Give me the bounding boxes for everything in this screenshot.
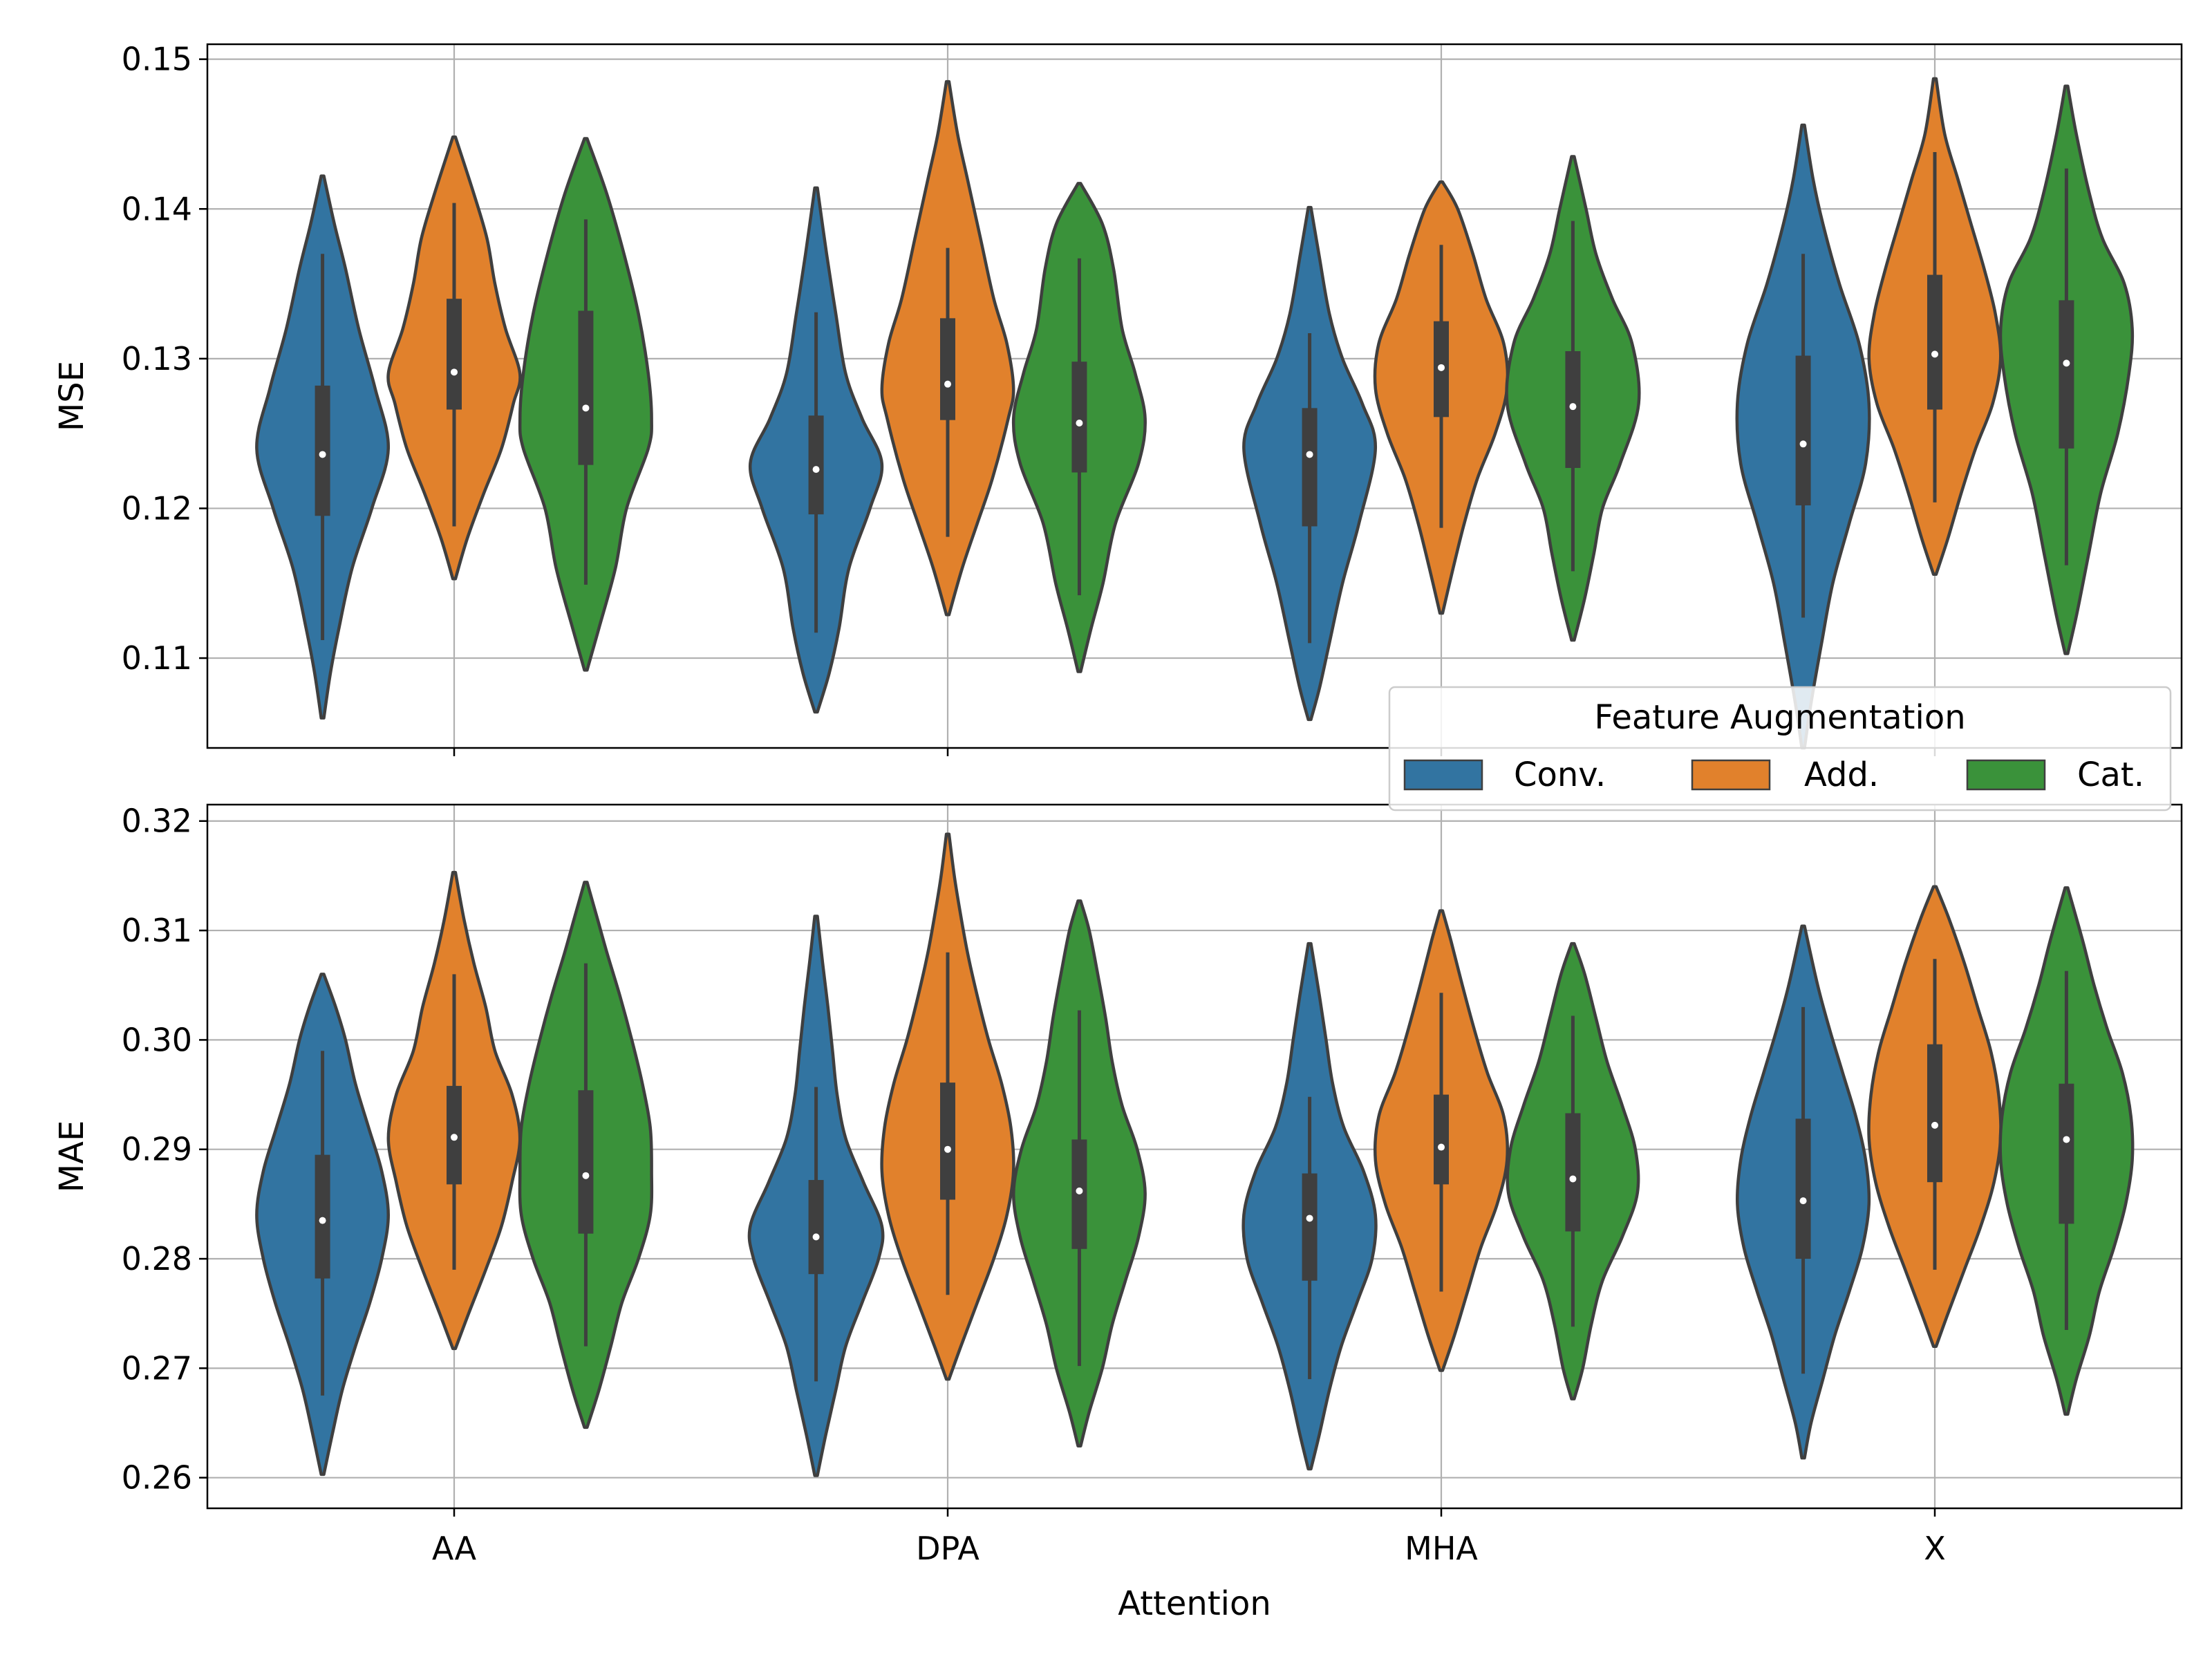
mae-violin-mha-conv-iqr-box [1302, 1173, 1318, 1281]
mae-violin-x-cat-iqr-box [2059, 1083, 2074, 1224]
mae-violin-mha-conv-median [1306, 1215, 1313, 1222]
mse-violin-dpa-add-median [944, 380, 951, 388]
mae-y-tick-label: 0.31 [122, 912, 192, 949]
mae-violin-aa-cat-median [582, 1172, 590, 1179]
mse-violin-mha-conv-iqr-box [1302, 408, 1318, 527]
mae-violin-dpa-conv-iqr-box [808, 1180, 824, 1275]
mse-violin-aa-cat-iqr-box [578, 310, 594, 465]
mse-violin-aa-add-iqr-box [447, 299, 462, 410]
legend-label-cat: Cat. [2077, 756, 2144, 794]
mae-violin-aa-cat-iqr-box [578, 1090, 594, 1234]
legend-title: Feature Augmentation [1594, 698, 1965, 737]
mae-violin-aa-conv-iqr-box [315, 1154, 330, 1279]
mae-x-ticks: AA DPA MHA X [432, 1508, 1946, 1567]
mse-violin-mha-cat-median [1569, 403, 1577, 411]
legend-swatch-conv [1403, 759, 1483, 791]
mae-y-tick-label: 0.30 [122, 1021, 192, 1058]
mse-y-tick-label: 0.13 [122, 340, 192, 377]
mae-violin-x-add-median [1931, 1121, 1938, 1129]
mse-violin-x-cat-iqr-box [2059, 300, 2074, 449]
mse-violin-x-conv-median [1799, 440, 1807, 448]
mse-violin-x-cat-median [2063, 359, 2070, 367]
legend-label-add: Add. [1804, 756, 1879, 794]
mae-violin-dpa-cat-median [1076, 1187, 1083, 1194]
mse-y-tick-label: 0.15 [122, 41, 192, 78]
mse-violin-dpa-cat-median [1076, 419, 1083, 427]
mse-violins [255, 77, 2135, 750]
mse-violin-dpa-add-iqr-box [940, 318, 955, 420]
mae-y-tick-label: 0.27 [122, 1349, 192, 1387]
mae-y-tick-label: 0.26 [122, 1459, 192, 1497]
mae-violin-mha-cat-iqr-box [1565, 1113, 1581, 1232]
mae-violins [255, 832, 2135, 1477]
legend: Feature Augmentation Conv. Add. Cat. [1388, 686, 2172, 812]
legend-label-conv: Conv. [1514, 756, 1606, 794]
mae-y-axis-label: MAE [53, 1121, 91, 1193]
mse-violin-dpa-cat-iqr-box [1071, 362, 1087, 473]
mae-violin-aa-conv-median [319, 1217, 326, 1224]
mse-violin-aa-conv-iqr-box [315, 385, 330, 516]
mae-panel: 0.26 0.27 0.28 0.29 0.30 0.31 0.32 AA DPA MHA X M… [53, 803, 2183, 1567]
legend-swatch-cat [1966, 759, 2046, 791]
mse-y-tick-label: 0.11 [122, 639, 192, 677]
mae-violin-dpa-add-median [944, 1145, 951, 1153]
mae-violin-mha-cat-median [1569, 1175, 1577, 1183]
mse-y-tick-label: 0.12 [122, 489, 192, 527]
mae-y-ticks: 0.26 0.27 0.28 0.29 0.30 0.31 0.32 [122, 803, 207, 1497]
mse-axes-frame [206, 43, 2183, 749]
mae-y-tick-label: 0.32 [122, 803, 192, 840]
x-tick-label-x: X [1924, 1530, 1946, 1567]
mae-violin-x-add-iqr-box [1927, 1044, 1942, 1183]
legend-swatch-add [1691, 759, 1771, 791]
mse-panel: 0.11 0.12 0.13 0.14 0.15 MSE [53, 41, 2183, 756]
mse-y-ticks: 0.11 0.12 0.13 0.14 0.15 [122, 41, 207, 677]
mae-axes-frame [206, 803, 2183, 1510]
mae-violin-mha-add-median [1438, 1143, 1445, 1151]
mse-violin-aa-conv-median [319, 451, 326, 458]
mae-violin-aa-add-median [451, 1134, 458, 1141]
mse-violin-mha-conv-median [1306, 451, 1313, 458]
mae-violin-x-conv-median [1799, 1197, 1807, 1205]
mse-violin-x-add-iqr-box [1927, 274, 1942, 410]
x-axis-label: Attention [1118, 1584, 1271, 1623]
mse-y-tick-label: 0.14 [122, 190, 192, 227]
x-tick-label-dpa: DPA [916, 1530, 980, 1567]
mae-violin-mha-add-iqr-box [1434, 1094, 1449, 1185]
mse-violin-x-add-median [1931, 350, 1938, 358]
mse-violin-x-conv-iqr-box [1795, 355, 1811, 506]
x-tick-label-aa: AA [432, 1530, 477, 1567]
mse-y-axis-label: MSE [53, 361, 91, 431]
mae-violin-dpa-add-iqr-box [940, 1082, 955, 1200]
mse-violin-dpa-conv-iqr-box [808, 415, 824, 515]
mse-violin-dpa-conv-median [812, 466, 820, 474]
mse-violin-mha-add-median [1438, 364, 1445, 371]
mae-y-tick-label: 0.29 [122, 1131, 192, 1168]
mae-y-tick-label: 0.28 [122, 1240, 192, 1277]
mae-violin-dpa-conv-median [812, 1233, 820, 1241]
mse-violin-aa-add-median [451, 368, 458, 376]
mae-violin-x-conv-iqr-box [1795, 1118, 1811, 1259]
x-tick-label-mha: MHA [1405, 1530, 1478, 1567]
mse-violin-aa-cat-median [582, 404, 590, 412]
mae-violin-x-cat-median [2063, 1136, 2070, 1143]
